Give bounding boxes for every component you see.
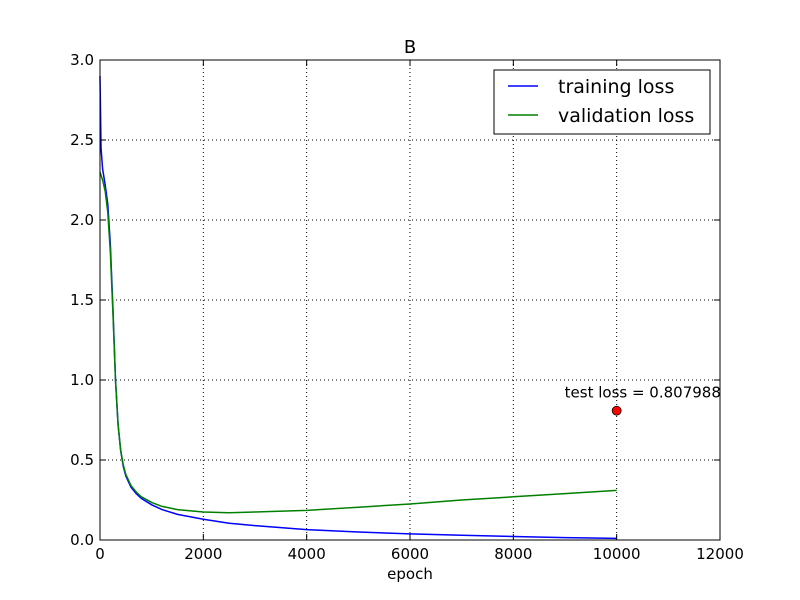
y-tick-label: 0.0: [70, 531, 94, 549]
legend-label: validation loss: [558, 105, 694, 127]
x-tick-label: 6000: [391, 545, 429, 563]
x-tick-label: 2000: [184, 545, 222, 563]
x-axis-label: epoch: [387, 565, 433, 583]
x-tick-label: 10000: [593, 545, 641, 563]
test-loss-label: test loss = 0.807988: [565, 384, 721, 402]
y-tick-label: 1.5: [70, 291, 94, 309]
x-tick-label: 4000: [288, 545, 326, 563]
x-tick-label: 8000: [494, 545, 532, 563]
y-tick-label: 1.0: [70, 371, 94, 389]
legend-box: [493, 69, 711, 135]
y-tick-label: 3.0: [70, 51, 94, 69]
x-tick-label: 12000: [696, 545, 744, 563]
grid: [100, 60, 720, 540]
legend: training loss validation loss: [493, 69, 711, 135]
y-tick-label: 0.5: [70, 451, 94, 469]
ticks: 0 2000 4000 6000 8000 10000 12000 0.0 0.5 1.0 1.5 2…: [70, 51, 744, 563]
chart-title: B: [404, 37, 416, 58]
y-tick-label: 2.0: [70, 211, 94, 229]
y-tick-label: 2.5: [70, 131, 94, 149]
test-loss-marker: [611, 405, 622, 416]
x-tick-label: 0: [95, 545, 105, 563]
validation-loss-line: [99, 171, 617, 514]
legend-label: training loss: [558, 76, 674, 98]
